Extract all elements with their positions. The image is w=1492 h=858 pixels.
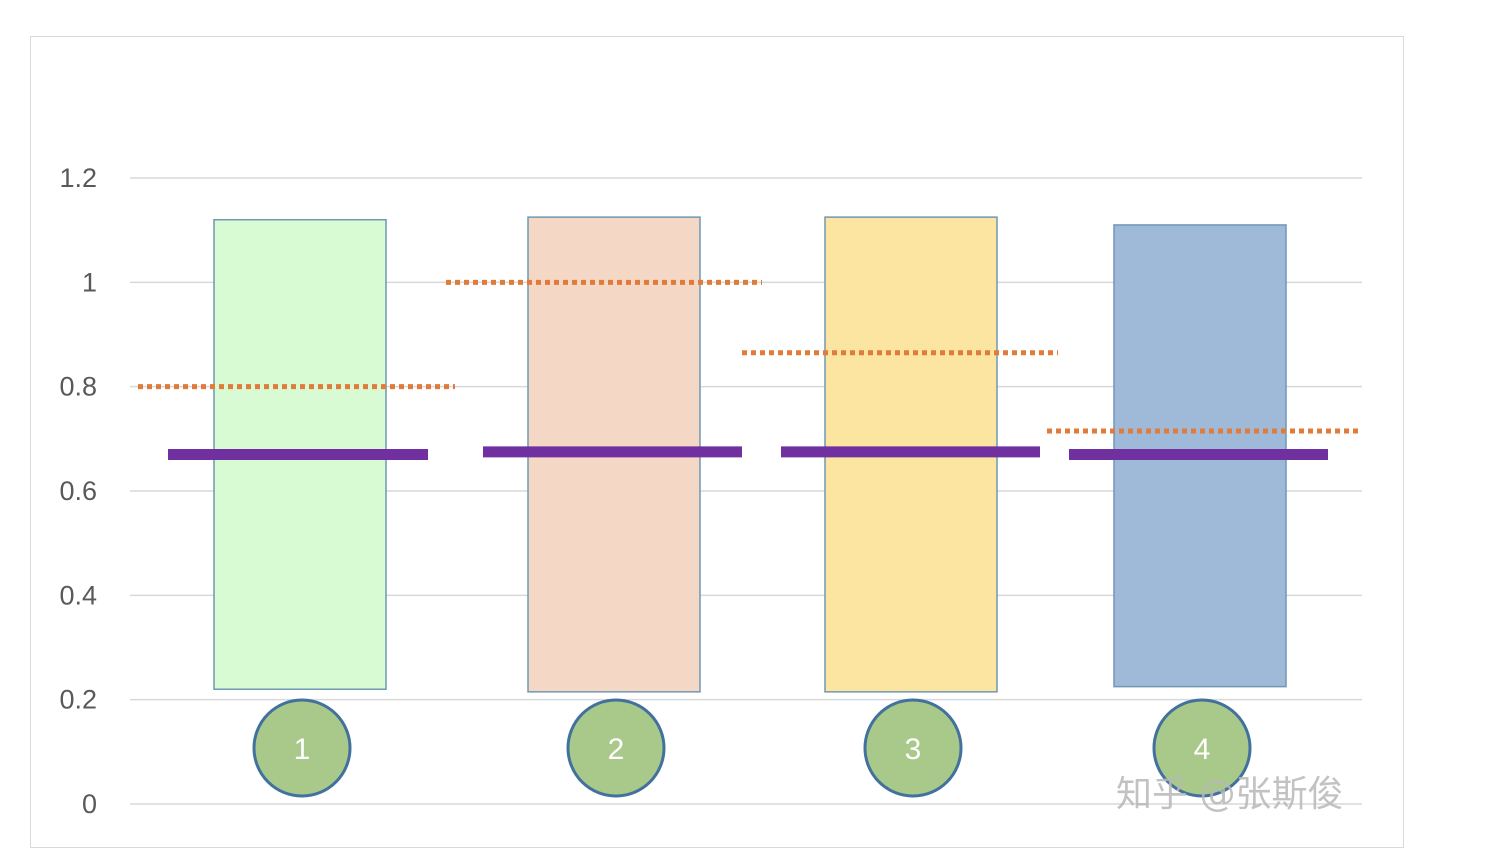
y-tick-label: 1.2 — [59, 163, 97, 193]
category-label: 2 — [608, 733, 625, 766]
category-circle — [566, 698, 666, 798]
watermark: 知乎 @张斯俊 — [1116, 774, 1343, 815]
category-circle — [1152, 698, 1252, 798]
category-label: 3 — [905, 733, 922, 766]
category-circle — [863, 698, 963, 798]
category-label: 1 — [294, 733, 311, 766]
category-label: 4 — [1194, 733, 1211, 766]
y-tick-label: 0.2 — [59, 685, 97, 715]
y-tick-label: 0 — [82, 789, 97, 819]
y-tick-label: 0.4 — [59, 580, 97, 610]
category-circle — [252, 698, 352, 798]
y-tick-label: 1 — [82, 267, 97, 297]
y-tick-label: 0.6 — [59, 476, 97, 506]
y-tick-label: 0.8 — [59, 372, 97, 402]
